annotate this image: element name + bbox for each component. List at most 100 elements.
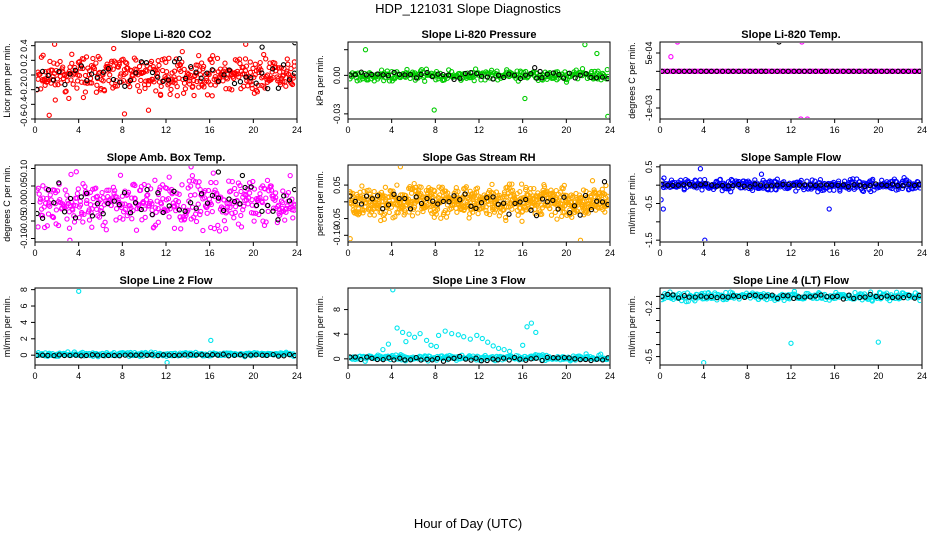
data-point xyxy=(818,182,824,188)
data-point xyxy=(127,77,134,84)
x-tick-label: 24 xyxy=(292,248,302,258)
x-tick-label: 12 xyxy=(786,125,796,135)
data-point xyxy=(237,201,243,207)
data-point xyxy=(89,80,95,86)
data-point xyxy=(708,293,715,300)
data-point xyxy=(714,68,720,74)
data-point xyxy=(856,68,862,74)
x-tick-label: 8 xyxy=(433,248,438,258)
data-point xyxy=(703,294,710,300)
data-point xyxy=(468,203,474,209)
data-point xyxy=(181,66,187,73)
data-point xyxy=(232,209,238,216)
data-point xyxy=(509,181,515,187)
data-point xyxy=(237,352,244,358)
data-point xyxy=(396,195,402,202)
data-point xyxy=(257,59,263,66)
data-point xyxy=(474,332,480,339)
data-point xyxy=(399,329,406,336)
data-point xyxy=(692,183,698,189)
data-point xyxy=(133,227,140,233)
data-point xyxy=(150,64,156,70)
data-point xyxy=(73,169,79,175)
x-tick-label: 4 xyxy=(389,125,394,135)
data-point xyxy=(251,218,257,224)
data-point xyxy=(374,193,381,199)
data-point xyxy=(471,77,477,84)
data-point xyxy=(796,182,803,188)
data-point xyxy=(371,212,377,218)
data-point xyxy=(129,195,135,201)
data-point xyxy=(490,190,497,197)
data-point xyxy=(401,207,408,214)
data-point xyxy=(258,67,264,73)
global-x-axis-label: Hour of Day (UTC) xyxy=(413,516,523,531)
data-point xyxy=(124,60,130,66)
data-point xyxy=(873,68,879,74)
data-point xyxy=(862,68,868,74)
data-point xyxy=(807,294,813,300)
y-axis-label: ml/min per min. xyxy=(627,173,637,235)
data-point xyxy=(490,194,496,200)
plot-frame xyxy=(347,287,611,366)
x-tick-label: 24 xyxy=(292,371,302,381)
y-tick-label: 5e-04 xyxy=(644,41,654,64)
data-point xyxy=(62,187,68,193)
data-point xyxy=(247,69,254,76)
data-point xyxy=(238,224,245,230)
data-point xyxy=(140,200,147,207)
data-point xyxy=(216,228,223,234)
data-point xyxy=(602,209,608,215)
data-point xyxy=(397,355,403,361)
data-point xyxy=(511,354,518,361)
data-point xyxy=(182,75,189,82)
data-point xyxy=(179,182,185,188)
data-point xyxy=(239,172,246,179)
data-point xyxy=(605,355,609,361)
data-point xyxy=(380,72,386,78)
data-point xyxy=(785,68,791,74)
data-point xyxy=(435,201,441,207)
data-point xyxy=(196,52,202,59)
data-point xyxy=(428,342,434,348)
data-point xyxy=(791,68,797,74)
data-point xyxy=(67,352,73,359)
data-point xyxy=(160,78,166,85)
data-point xyxy=(226,353,232,359)
data-point xyxy=(804,116,810,118)
data-point xyxy=(434,355,441,362)
data-point xyxy=(160,209,166,216)
data-point xyxy=(209,208,215,215)
data-point xyxy=(191,77,197,84)
data-point xyxy=(199,352,205,358)
data-point xyxy=(791,295,797,302)
data-point xyxy=(36,352,40,359)
x-tick-label: 8 xyxy=(120,371,125,381)
data-point xyxy=(215,222,221,229)
data-point xyxy=(281,353,287,359)
data-point xyxy=(846,68,852,74)
x-tick-label: 4 xyxy=(701,248,706,258)
y-tick-label: 0.00 xyxy=(332,67,342,85)
data-point xyxy=(90,55,96,62)
data-point xyxy=(862,294,868,300)
data-point xyxy=(236,74,242,80)
data-point xyxy=(288,65,294,72)
data-point xyxy=(215,352,221,358)
data-point xyxy=(128,352,134,358)
data-point xyxy=(152,177,158,183)
x-tick-label: 8 xyxy=(745,248,750,258)
data-point xyxy=(457,353,463,360)
data-point xyxy=(534,75,540,81)
x-tick-label: 0 xyxy=(32,125,37,135)
x-tick-label: 16 xyxy=(518,125,528,135)
data-point xyxy=(730,68,736,74)
data-point xyxy=(579,66,586,72)
data-point xyxy=(136,203,142,209)
data-point xyxy=(104,187,110,193)
data-point xyxy=(661,181,665,187)
x-tick-label: 20 xyxy=(873,248,883,258)
y-tick-label: -0.2 xyxy=(19,82,29,98)
x-tick-label: 16 xyxy=(518,248,528,258)
data-point xyxy=(136,63,143,70)
